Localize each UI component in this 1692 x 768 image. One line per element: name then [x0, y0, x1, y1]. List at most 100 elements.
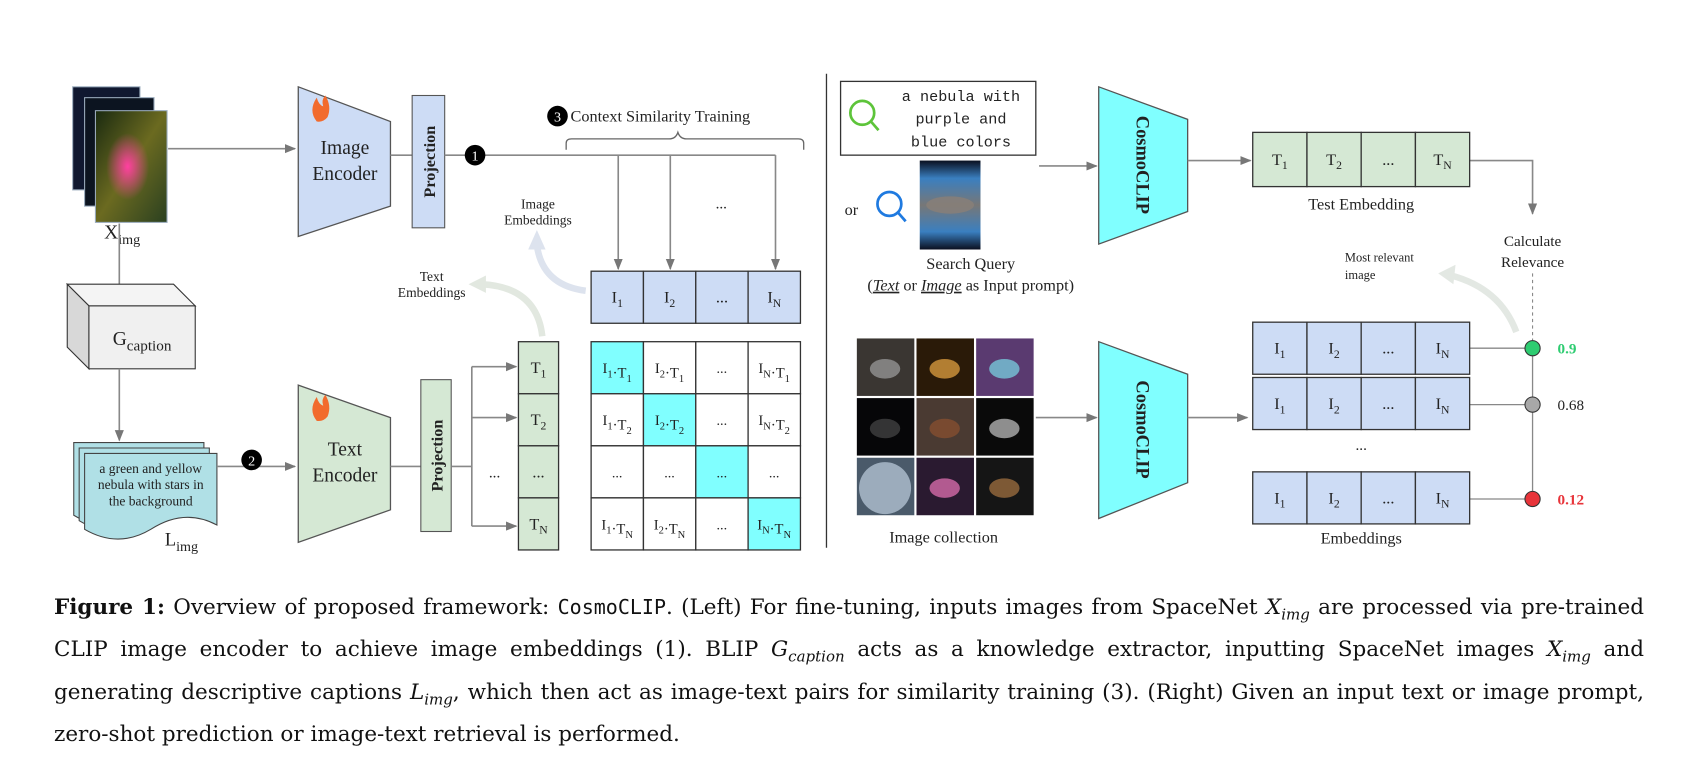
matrix-cell-label: I1·T2 — [603, 413, 632, 437]
svg-text:Encoder: Encoder — [312, 164, 378, 185]
matrix-cell-label: ... — [717, 517, 728, 533]
search-icon-green — [848, 99, 880, 132]
svg-text:blue colors: blue colors — [911, 133, 1011, 151]
embedding-cell-label: IN — [1436, 395, 1450, 416]
embeddings-label: Embeddings — [1321, 529, 1402, 547]
relevance-dot — [1524, 396, 1541, 413]
input-image-stack — [72, 86, 168, 223]
search-icon-blue — [876, 190, 907, 223]
svg-text:image: image — [1345, 268, 1376, 282]
matrix-cell — [747, 341, 802, 395]
step-1-badge: 1 — [464, 144, 486, 166]
matrix-cell — [695, 497, 749, 551]
matrix-cell-label: I2·TN — [654, 517, 686, 541]
svg-text:Projection: Projection — [429, 420, 447, 492]
flame-icon — [312, 95, 330, 122]
embedding-cell-label: I2 — [664, 289, 675, 310]
embedding-cell — [642, 270, 697, 324]
matrix-cell — [590, 393, 645, 447]
embedding-cell — [1414, 131, 1471, 188]
embedding-cell-label: IN — [767, 289, 781, 310]
curved-arrow-text-embeddings — [482, 280, 546, 337]
relevance-score: 0.12 — [1558, 491, 1585, 508]
embedding-cell-label: ... — [716, 289, 728, 307]
svg-text:Embeddings: Embeddings — [504, 213, 572, 228]
flame-icon — [312, 394, 330, 422]
text-query-box: a nebula with purple and blue colors — [839, 80, 1037, 156]
embedding-cell-label: I1 — [1274, 395, 1285, 416]
embedding-cell — [1306, 471, 1362, 525]
search-query-label: Search Query — [926, 255, 1016, 273]
similarity-matrix: I1·T1 I2·T1... IN·T1 I1·T2 I2·T2... IN·T2....… — [590, 341, 802, 551]
relevance-score: 0.68 — [1558, 397, 1585, 414]
svg-text:2: 2 — [248, 453, 255, 469]
text-encoder: Text Encoder — [297, 384, 392, 544]
embedding-cell — [1414, 376, 1471, 431]
matrix-cell-label: IN·TN — [757, 517, 791, 541]
image-collection-grid — [856, 338, 1034, 516]
embedding-cell-label: TN — [1433, 151, 1452, 172]
embedding-cell-label: I1 — [612, 289, 623, 310]
embedding-cell-label: I2 — [1328, 489, 1339, 510]
embedding-cell — [1306, 321, 1362, 375]
relevance-dot — [1524, 490, 1541, 508]
g-caption-box: Gcaption — [65, 282, 197, 371]
step-3-badge: 3 — [547, 105, 568, 127]
embedding-cell-label: ... — [1382, 151, 1394, 169]
svg-text:CosmoCLIP: CosmoCLIP — [1133, 116, 1153, 214]
svg-text:Embeddings: Embeddings — [398, 285, 466, 300]
context-similarity-label: Context Similarity Training — [571, 108, 751, 126]
embedding-cell-label: T2 — [1326, 151, 1342, 172]
input-prompt-note: (Text or Image as Input prompt) — [867, 277, 1074, 295]
embedding-cell-label: IN — [1436, 340, 1450, 361]
matrix-cell — [747, 497, 802, 551]
matrix-cell-label: I1·TN — [601, 517, 633, 541]
matrix-cell-label: IN·T2 — [758, 413, 790, 437]
matrix-cell-label: ... — [664, 465, 675, 481]
matrix-cell-label: I2·T1 — [655, 361, 684, 385]
matrix-cell-label: IN·T1 — [758, 361, 790, 385]
svg-text:Encoder: Encoder — [312, 466, 378, 487]
embedding-cell — [747, 270, 802, 324]
embedding-cell-label: T1 — [531, 359, 547, 380]
embedding-cell — [1360, 376, 1417, 431]
embedding-cell-label: ... — [1382, 395, 1394, 413]
l-img-label: Limg — [165, 530, 198, 555]
embedding-cell — [590, 270, 645, 324]
curved-arrow-image-embeddings — [533, 244, 587, 294]
image-query — [919, 160, 981, 250]
embedding-cell-label: I1 — [1274, 489, 1285, 510]
embedding-cell — [1252, 376, 1308, 431]
test-embedding-label: Test Embedding — [1308, 195, 1414, 213]
image-encoder: Image Encoder — [297, 85, 392, 238]
matrix-cell — [747, 393, 802, 447]
matrix-cell — [590, 497, 645, 551]
embedding-cell-label: ... — [1382, 340, 1394, 358]
embedding-cell-label: TN — [529, 515, 548, 536]
matrix-cell-label: I2·T2 — [655, 413, 684, 437]
context-brace — [565, 130, 805, 150]
image-collection-label: Image collection — [889, 528, 998, 546]
matrix-cell-label: ... — [717, 361, 728, 377]
text-embeddings-label: Text — [420, 269, 444, 284]
svg-text:Projection: Projection — [421, 126, 439, 198]
embedding-cell — [517, 497, 560, 551]
matrix-cell — [590, 341, 645, 395]
calculate-relevance-label: Calculate — [1504, 233, 1562, 250]
caption-document: a green and yellow nebula with stars in … — [73, 442, 218, 540]
image-embedding-row: I1 I2... IN — [1252, 471, 1471, 525]
text-projection: Projection — [420, 379, 452, 533]
matrix-cell-label: ... — [717, 413, 728, 429]
embedding-cell — [1414, 321, 1471, 375]
embedding-cell-label: I2 — [1328, 395, 1339, 416]
matrix-cell — [695, 393, 749, 447]
embedding-cell-label: I2 — [1328, 340, 1339, 361]
embedding-cell-label: T1 — [1272, 151, 1288, 172]
svg-text:a green and yellow: a green and yellow — [99, 461, 202, 476]
embedding-cell — [1306, 131, 1362, 188]
relevance-dot — [1524, 340, 1541, 357]
matrix-cell-label: ... — [612, 465, 623, 481]
matrix-cell — [642, 341, 697, 395]
embedding-cell — [1414, 471, 1471, 525]
embedding-cell — [1252, 471, 1308, 525]
